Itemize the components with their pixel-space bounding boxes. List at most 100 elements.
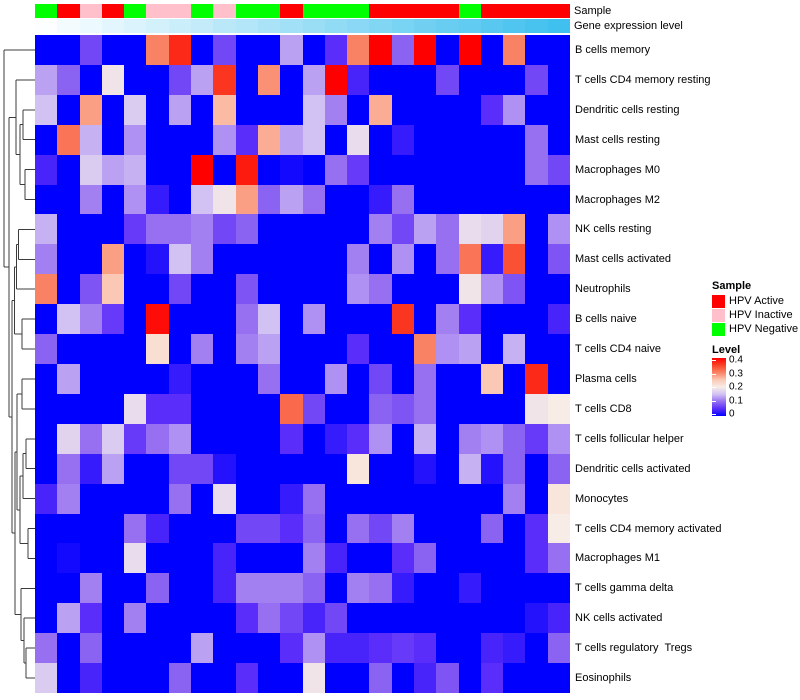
- heatmap-cell: [547, 393, 571, 425]
- heatmap-cell: [547, 334, 571, 365]
- heatmap-cell: [213, 453, 237, 485]
- row-label: T cells CD8: [575, 402, 632, 415]
- heatmap-cell: [503, 154, 526, 186]
- heatmap-cell: [57, 663, 81, 694]
- heatmap-cell: [391, 154, 415, 186]
- heatmap-cell: [168, 35, 192, 66]
- heatmap-cell: [503, 334, 526, 365]
- heatmap-cell: [547, 423, 571, 455]
- heatmap-cell: [124, 214, 147, 245]
- heatmap-cell: [168, 214, 192, 245]
- heatmap-cell: [257, 513, 281, 544]
- level-tick-label: 0.4: [729, 354, 743, 366]
- heatmap-cell: [413, 543, 437, 574]
- heatmap-cell: [503, 483, 526, 515]
- legend-sample-title: Sample: [712, 280, 752, 292]
- heatmap-cell: [525, 304, 549, 335]
- sample-annotation-cell: [280, 4, 303, 18]
- heatmap-cell: [413, 573, 437, 604]
- heatmap-cell: [79, 154, 103, 186]
- sample-annotation-cell: [235, 4, 259, 18]
- heatmap-cell: [369, 154, 393, 186]
- heatmap-cell: [168, 154, 192, 186]
- heatmap-cell: [480, 603, 504, 634]
- heatmap-cell: [280, 453, 303, 485]
- heatmap-cell: [101, 35, 125, 66]
- heatmap-cell: [79, 663, 103, 694]
- heatmap-cell: [503, 453, 526, 485]
- expression-annotation-cell: [79, 19, 103, 33]
- expression-annotation-cell: [369, 19, 393, 33]
- heatmap-cell: [503, 304, 526, 335]
- heatmap-cell: [124, 304, 147, 335]
- heatmap-cell: [35, 124, 58, 156]
- heatmap-cell: [525, 64, 549, 96]
- heatmap-cell: [391, 663, 415, 694]
- heatmap-cell: [35, 35, 58, 66]
- sample-annotation-cell: [57, 4, 81, 18]
- heatmap-cell: [436, 513, 460, 544]
- heatmap-cell: [191, 334, 214, 365]
- heatmap-cell: [525, 244, 549, 275]
- heatmap-cell: [525, 364, 549, 395]
- heatmap-cell: [347, 603, 370, 634]
- expression-annotation-cell: [324, 19, 348, 33]
- heatmap-cell: [458, 513, 482, 544]
- expression-annotation-cell: [146, 19, 170, 33]
- heatmap-cell: [213, 124, 237, 156]
- heatmap-cell: [280, 513, 303, 544]
- heatmap-cell: [168, 244, 192, 275]
- heatmap-cell: [57, 124, 81, 156]
- heatmap-cell: [101, 274, 125, 305]
- heatmap-cell: [369, 64, 393, 96]
- heatmap-cell: [213, 543, 237, 574]
- heatmap-cell: [391, 603, 415, 634]
- heatmap-cell: [191, 94, 214, 126]
- heatmap-cell: [57, 423, 81, 455]
- heatmap-cell: [458, 393, 482, 425]
- heatmap-cell: [57, 274, 81, 305]
- heatmap-cell: [324, 663, 348, 694]
- heatmap-cell: [302, 423, 326, 455]
- heatmap-cell: [124, 423, 147, 455]
- heatmap-cell: [57, 573, 81, 604]
- heatmap-cell: [458, 573, 482, 604]
- heatmap-cell: [79, 274, 103, 305]
- heatmap-cell: [302, 35, 326, 66]
- heatmap-cell: [347, 483, 370, 515]
- heatmap-cell: [302, 94, 326, 126]
- heatmap-cell: [458, 154, 482, 186]
- heatmap-cell: [458, 483, 482, 515]
- heatmap-cell: [235, 483, 259, 515]
- heatmap-cell: [413, 364, 437, 395]
- sample-annotation-cell: [369, 4, 393, 18]
- heatmap-cell: [35, 94, 58, 126]
- heatmap-cell: [79, 393, 103, 425]
- heatmap-cell: [324, 274, 348, 305]
- heatmap-cell: [146, 124, 170, 156]
- heatmap-cell: [547, 244, 571, 275]
- legend-swatch: [712, 294, 725, 308]
- heatmap-cell: [35, 603, 58, 634]
- heatmap-cell: [235, 334, 259, 365]
- heatmap-cell: [458, 94, 482, 126]
- heatmap-cell: [235, 513, 259, 544]
- heatmap-cell: [480, 184, 504, 215]
- heatmap-cell: [146, 364, 170, 395]
- heatmap-cell: [480, 94, 504, 126]
- heatmap-cell: [146, 35, 170, 66]
- heatmap-cell: [436, 483, 460, 515]
- row-label: Dendritic cells resting: [575, 103, 680, 116]
- heatmap-cell: [79, 364, 103, 395]
- heatmap-cell: [280, 543, 303, 574]
- heatmap-cell: [547, 483, 571, 515]
- heatmap-cell: [503, 603, 526, 634]
- heatmap-cell: [391, 453, 415, 485]
- heatmap-cell: [369, 184, 393, 215]
- heatmap-cell: [480, 35, 504, 66]
- heatmap-cell: [503, 274, 526, 305]
- heatmap-cell: [369, 244, 393, 275]
- heatmap-cell: [503, 573, 526, 604]
- heatmap-cell: [302, 154, 326, 186]
- expression-annotation-cell: [480, 19, 504, 33]
